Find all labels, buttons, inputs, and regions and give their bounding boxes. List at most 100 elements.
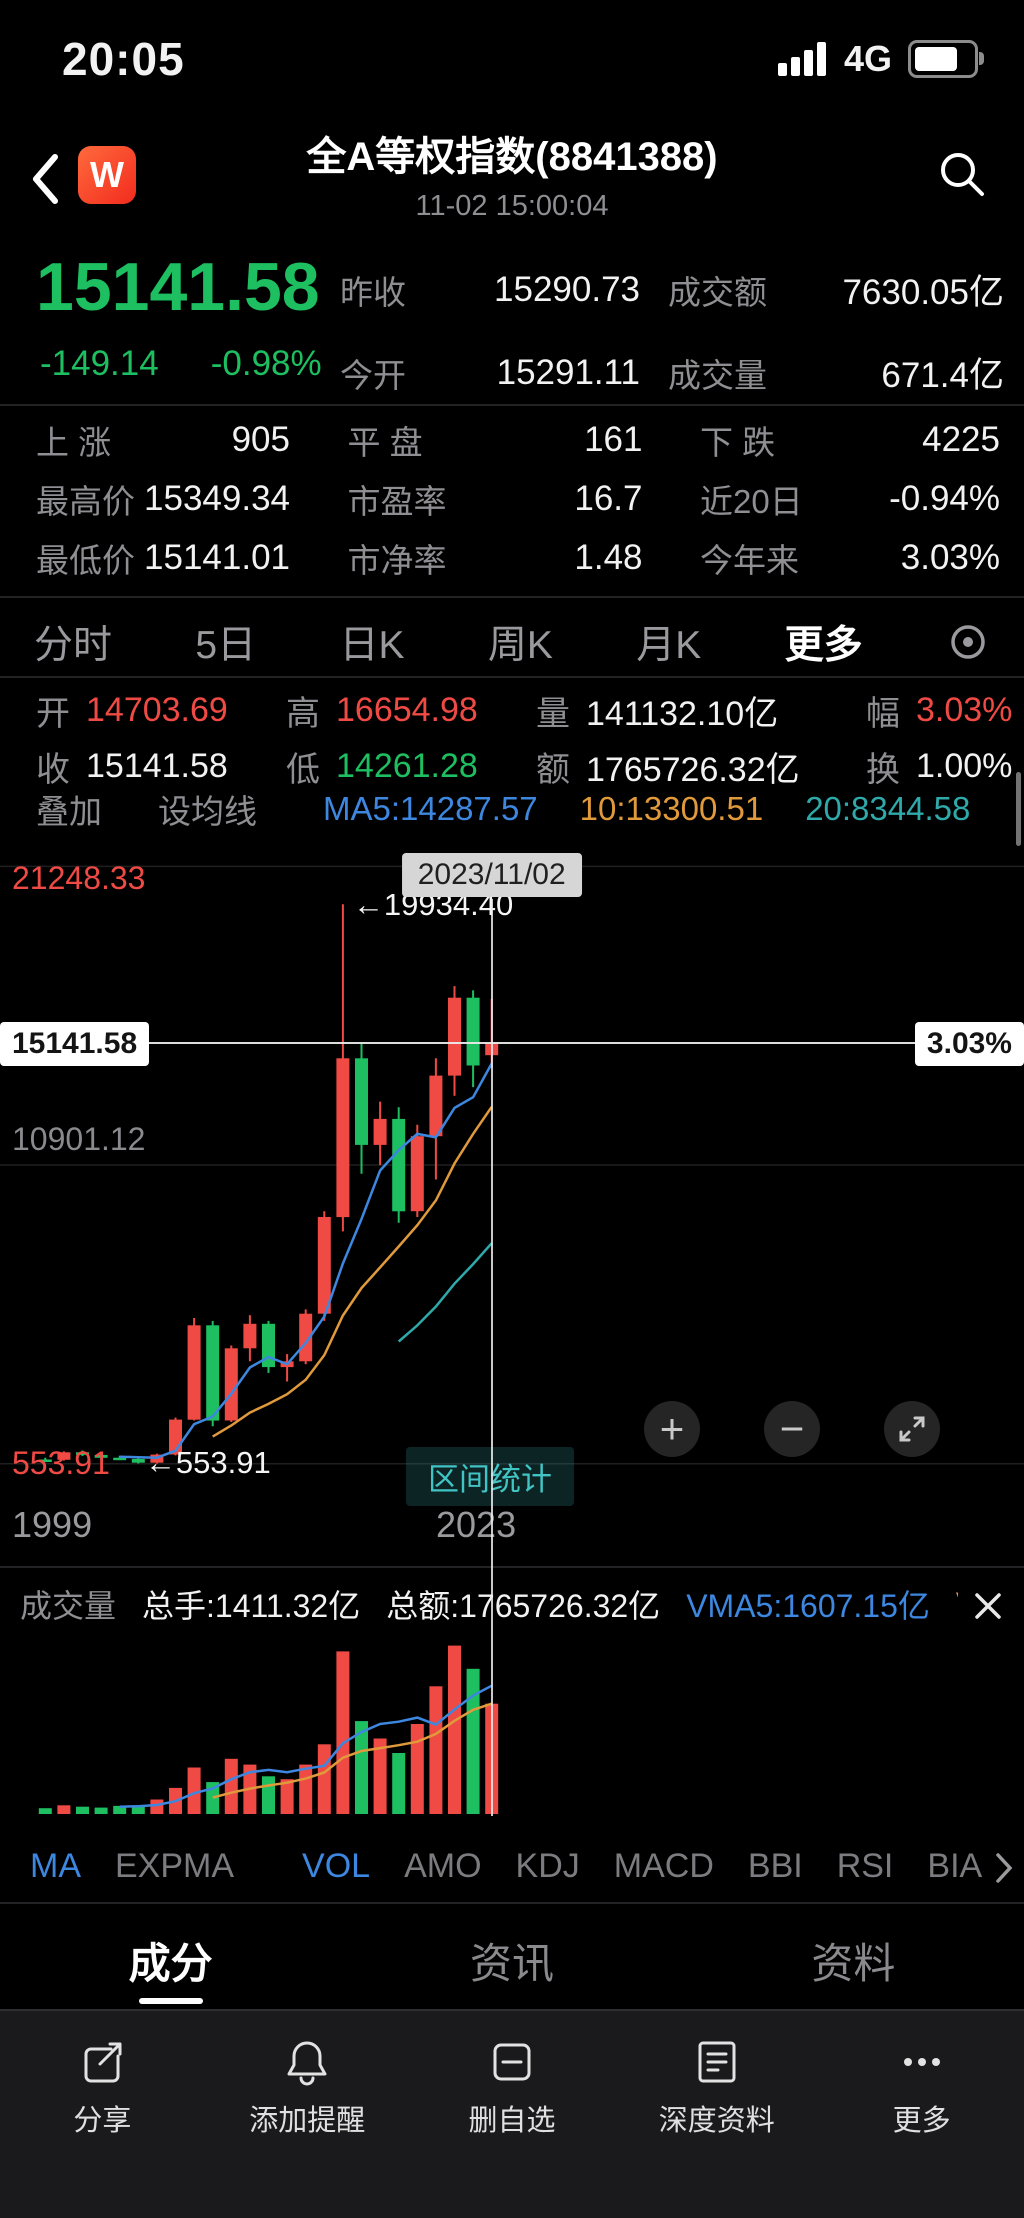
indicator-tab-bbi[interactable]: BBI (747, 1846, 803, 1885)
indicator-overflow-chevron[interactable] (984, 1846, 1024, 1890)
ma5-value: MA5:14287.57 (323, 790, 538, 827)
indicator-tab-amo[interactable]: AMO (404, 1846, 482, 1885)
set-ma-button[interactable]: 设均线 (158, 793, 257, 830)
volume-plot (38, 1645, 499, 1814)
unchanged-stat: 平 盘 161 (348, 416, 643, 464)
field-label: 成交额 (668, 273, 767, 311)
all-time-low-annotation: ←553.91 (144, 1444, 271, 1480)
stat-value: 3.03% (900, 537, 1000, 577)
current-price: 15141.58 (36, 249, 320, 325)
volume-value: 量 141132.10亿 (536, 694, 779, 733)
zoom-in-button[interactable]: + (644, 1401, 700, 1457)
page-title: 全A等权指数(8841388) (306, 135, 718, 179)
tab-weekly-k[interactable]: 周K (487, 624, 553, 667)
scrollbar[interactable] (1016, 772, 1021, 846)
overlay-button[interactable]: 叠加 (36, 793, 102, 830)
y-axis-mid-label: 10901.12 (12, 1121, 146, 1158)
indicator-tab-vol[interactable]: VOL (302, 1846, 371, 1885)
volume-field: 成交量 671.4亿 (668, 347, 1004, 398)
divider (0, 1902, 1024, 1904)
field-value: 15290.73 (494, 269, 640, 309)
bell-icon (287, 2041, 327, 2086)
expand-icon (899, 1416, 925, 1442)
stats-row: 上 涨 905 平 盘 161 下 跌 4225 (36, 410, 1000, 469)
more-button[interactable]: 更多 (819, 2035, 1024, 2218)
stat-label: 上 涨 (36, 423, 112, 461)
indicator-tab-macd[interactable]: MACD (613, 1846, 714, 1885)
ma20-value: 20:8344.58 (805, 790, 971, 827)
stat-value: -0.94% (889, 478, 1000, 518)
close-volume-pane-icon[interactable] (970, 1588, 1006, 1624)
stat-label: 平 盘 (347, 423, 423, 461)
chart-settings-icon[interactable] (946, 620, 990, 664)
vma10-value-truncated: VM (956, 1586, 958, 1623)
volume-chart[interactable] (0, 1628, 1024, 1818)
pe-ratio-stat: 市盈率 16.7 (348, 475, 643, 523)
close-value: 收 15141.58 (36, 746, 228, 789)
wind-logo: W (78, 146, 136, 204)
ellipsis-icon (903, 2058, 940, 2066)
remove-watchlist-button[interactable]: 删自选 (410, 2035, 615, 2218)
indicator-tab-ma[interactable]: MA (30, 1846, 81, 1885)
battery-nub (979, 52, 984, 65)
ohlc-panel: 开 14703.69 高 16654.98 量 141132.10亿 幅 3.0… (36, 682, 1024, 794)
indicator-tab-rsi[interactable]: RSI (836, 1846, 894, 1885)
chevron-right-icon (996, 1853, 1013, 1883)
price-line-value-chip: 15141.58 (0, 1021, 150, 1066)
share-icon (84, 2042, 122, 2083)
range-statistics-button[interactable]: 区间统计 (406, 1447, 574, 1506)
day-low-stat: 最低价 15141.01 (36, 534, 290, 582)
y-axis-min-label: 553.91 (12, 1444, 110, 1481)
tab-news[interactable]: 资讯 (469, 1939, 554, 1987)
indicator-tab-expma[interactable]: EXPMA (115, 1846, 235, 1885)
fullscreen-button[interactable] (884, 1401, 940, 1457)
clock: 20:05 (62, 33, 185, 85)
tab-5day[interactable]: 5日 (195, 624, 257, 667)
active-tab-underline (138, 1998, 203, 2004)
field-value: 671.4亿 (881, 356, 1004, 395)
price-change: -149.14 (40, 344, 159, 383)
back-button[interactable] (28, 150, 62, 208)
pb-ratio-stat: 市净率 1.48 (348, 534, 643, 582)
network-type: 4G (843, 38, 892, 79)
zoom-out-button[interactable]: − (764, 1401, 820, 1457)
battery-level (915, 47, 957, 71)
wind-logo-letter: W (90, 154, 124, 195)
add-alert-button[interactable]: 添加提醒 (205, 2035, 410, 2218)
tab-monthly-k[interactable]: 月K (636, 624, 702, 667)
y-axis-max-label: 21248.33 (12, 860, 146, 897)
tab-intraday[interactable]: 分时 (34, 624, 113, 667)
field-label: 今开 (340, 356, 406, 394)
20day-change-stat: 近20日 -0.94% (700, 475, 1000, 523)
tab-more[interactable]: 更多 (784, 624, 863, 667)
stat-value: 15141.01 (144, 537, 290, 577)
low-value: 低 14261.28 (286, 746, 478, 789)
stat-label: 最高价 (36, 482, 135, 520)
turnover-rate-value: 换 1.00% (866, 746, 1013, 789)
stat-label: 最低价 (36, 541, 135, 579)
tab-daily-k[interactable]: 日K (339, 624, 405, 667)
indicator-tab-bar: MA EXPMA VOL AMO KDJ MACD BBI RSI BIAS W… (0, 1838, 1024, 1894)
indicator-tab-kdj[interactable]: KDJ (515, 1846, 580, 1885)
stat-label: 市净率 (347, 541, 447, 579)
stat-value: 4225 (922, 419, 1000, 459)
share-button[interactable]: 分享 (0, 2035, 205, 2218)
stats-row: 最低价 15141.01 市净率 1.48 今年来 3.03% (36, 528, 1000, 587)
tab-constituents[interactable]: 成分 (0, 1914, 341, 2006)
search-icon[interactable] (936, 148, 988, 200)
ohlc-row: 开 14703.69 高 16654.98 量 141132.10亿 幅 3.0… (36, 682, 1024, 738)
field-value: 7630.05亿 (842, 273, 1004, 312)
stat-value: 15349.34 (144, 478, 290, 518)
quote-fields: 昨收 15290.73 成交额 7630.05亿 今开 15291.11 成交量… (340, 264, 1004, 398)
battery-icon (908, 40, 984, 78)
bottom-toolbar: 分享 添加提醒 删自选 深度资料 (0, 2009, 1024, 2218)
total-lots: 总手:1411.32亿 (142, 1588, 361, 1624)
divider (0, 404, 1024, 406)
ytd-change-stat: 今年来 3.03% (700, 534, 1000, 582)
field-label: 成交量 (668, 356, 767, 394)
high-value: 高 16654.98 (286, 690, 478, 733)
candlestick-chart[interactable]: 21248.33 10901.12 553.91 ←19934.40 ←553.… (0, 849, 1024, 1506)
tab-profile[interactable]: 资料 (811, 1939, 896, 1987)
advancers-stat: 上 涨 905 (36, 416, 290, 464)
deep-data-button[interactable]: 深度资料 (614, 2035, 819, 2218)
